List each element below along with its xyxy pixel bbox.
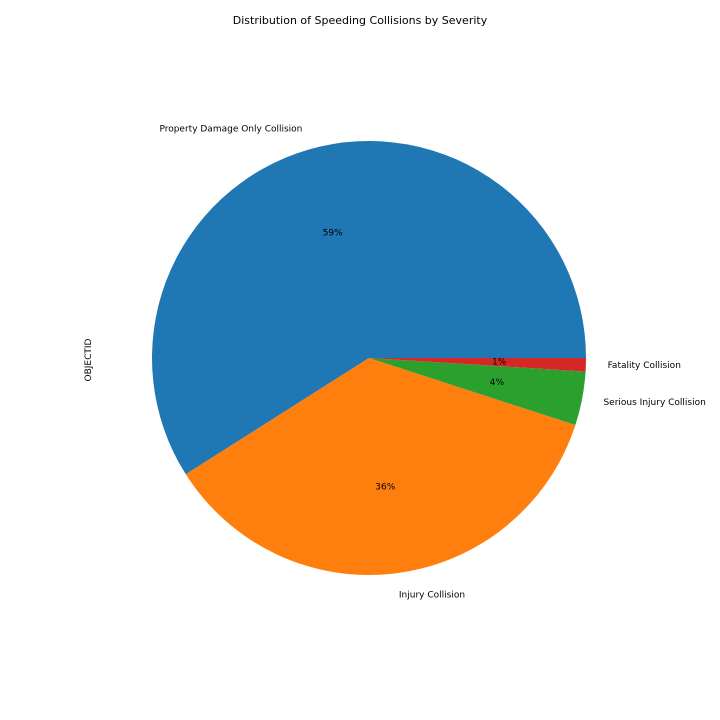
slice-percent-label: 4%: [490, 378, 505, 388]
slice-percent-label: 59%: [323, 228, 343, 238]
y-axis-label: OBJECTID: [84, 338, 94, 381]
pie-labels: Property Damage Only Collision 59% Injury …: [159, 124, 705, 600]
slice-category-label: Serious Injury Collision: [603, 398, 705, 408]
chart-title: Distribution of Speeding Collisions by S…: [233, 14, 488, 27]
pie-slice: [152, 141, 586, 475]
slice-percent-label: 36%: [375, 483, 395, 493]
pie-slices: [152, 141, 586, 575]
pie-slice: [369, 358, 586, 426]
pie-slice: [185, 358, 576, 575]
slice-category-label: Property Damage Only Collision: [159, 124, 302, 134]
slice-percent-label: 1%: [492, 358, 507, 368]
pie-slice: [369, 358, 586, 372]
slice-category-label: Injury Collision: [399, 590, 465, 600]
slice-category-label: Fatality Collision: [608, 361, 681, 371]
